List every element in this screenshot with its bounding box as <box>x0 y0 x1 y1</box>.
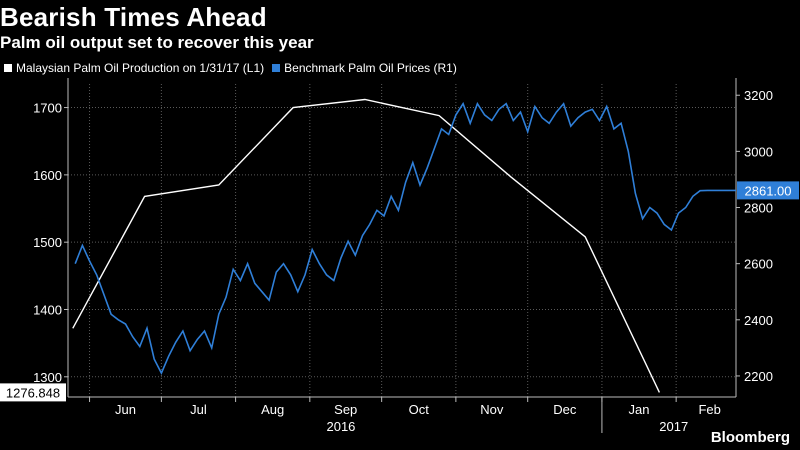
left-tick-label: 1400 <box>33 302 62 317</box>
month-label: Nov <box>480 402 504 417</box>
month-label: Feb <box>698 402 720 417</box>
year-label: 2016 <box>326 419 355 434</box>
month-label: Aug <box>261 402 284 417</box>
legend-item-production: Malaysian Palm Oil Production on 1/31/17… <box>4 61 264 75</box>
production-last-value-label: 1276.848 <box>6 385 60 400</box>
left-tick-label: 1300 <box>33 370 62 385</box>
left-tick-label: 1700 <box>33 101 62 116</box>
production-last-value-box <box>0 383 66 402</box>
bloomberg-logo: Bloomberg <box>710 429 790 446</box>
legend: Malaysian Palm Oil Production on 1/31/17… <box>4 61 465 75</box>
price-last-value-box <box>737 181 799 200</box>
month-label: Sep <box>334 402 357 417</box>
month-label: Jul <box>190 402 207 417</box>
year-label: 2017 <box>659 419 688 434</box>
right-tick-label: 3000 <box>744 144 773 159</box>
right-tick-label: 2600 <box>744 257 773 272</box>
price-series-line <box>74 101 736 375</box>
right-tick-label: 3200 <box>744 88 773 103</box>
production-series-line <box>72 98 661 393</box>
right-tick-label: 2400 <box>744 313 773 328</box>
month-label: Jan <box>629 402 650 417</box>
legend-swatch-price <box>272 64 281 72</box>
month-label: Oct <box>409 402 430 417</box>
legend-label-price: Benchmark Palm Oil Prices (R1) <box>284 61 457 75</box>
legend-item-price: Benchmark Palm Oil Prices (R1) <box>272 61 457 75</box>
price-last-value-label: 2861.00 <box>745 183 792 198</box>
legend-swatch-production <box>4 64 12 72</box>
chart-title: Bearish Times Ahead <box>0 2 267 32</box>
left-tick-label: 1600 <box>33 168 62 183</box>
right-tick-label: 2200 <box>744 369 773 384</box>
left-tick-label: 1500 <box>33 235 62 250</box>
chart-subtitle: Palm oil output set to recover this year <box>0 33 314 52</box>
legend-label-production: Malaysian Palm Oil Production on 1/31/17… <box>16 61 265 75</box>
month-label: Jun <box>115 402 136 417</box>
right-tick-label: 2800 <box>744 201 773 216</box>
month-label: Dec <box>553 402 577 417</box>
